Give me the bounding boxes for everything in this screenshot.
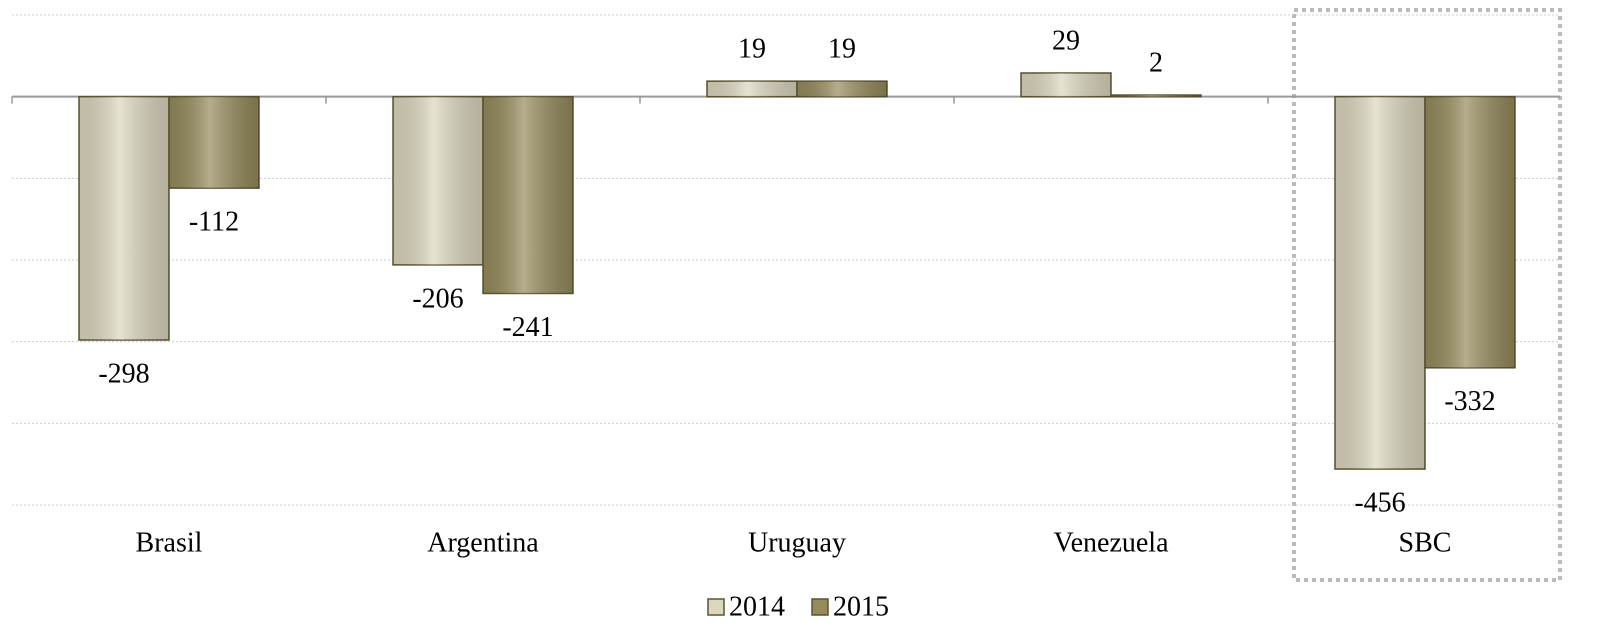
value-label: -206 bbox=[412, 283, 463, 314]
value-label: 2 bbox=[1149, 47, 1163, 78]
bar bbox=[78, 95, 170, 341]
value-label: 19 bbox=[828, 34, 856, 65]
bar bbox=[392, 95, 484, 266]
x-tick-label: Venezuela bbox=[1053, 527, 1169, 558]
bar bbox=[706, 80, 798, 98]
x-tick-label: Argentina bbox=[427, 527, 539, 558]
legend-swatch bbox=[707, 598, 725, 616]
x-tick-label: Brasil bbox=[136, 527, 203, 558]
value-label: -298 bbox=[98, 358, 149, 389]
bar bbox=[1334, 95, 1426, 470]
value-label: -332 bbox=[1444, 386, 1495, 417]
value-label: -241 bbox=[502, 312, 553, 343]
value-label: 19 bbox=[738, 34, 766, 65]
bar bbox=[168, 95, 260, 189]
bar bbox=[1020, 72, 1112, 98]
legend-label: 2014 bbox=[729, 591, 785, 622]
x-tick-label: SBC bbox=[1399, 527, 1452, 558]
value-label: -112 bbox=[189, 207, 239, 238]
bar bbox=[1110, 94, 1202, 98]
legend-label: 2015 bbox=[833, 591, 889, 622]
highlight-box bbox=[1292, 8, 1562, 582]
value-label: -456 bbox=[1354, 487, 1405, 518]
x-tick-label: Uruguay bbox=[748, 527, 846, 558]
bar bbox=[796, 80, 888, 98]
value-label: 29 bbox=[1052, 25, 1080, 56]
bar bbox=[1424, 95, 1516, 369]
legend-swatch bbox=[811, 598, 829, 616]
bar bbox=[482, 95, 574, 295]
